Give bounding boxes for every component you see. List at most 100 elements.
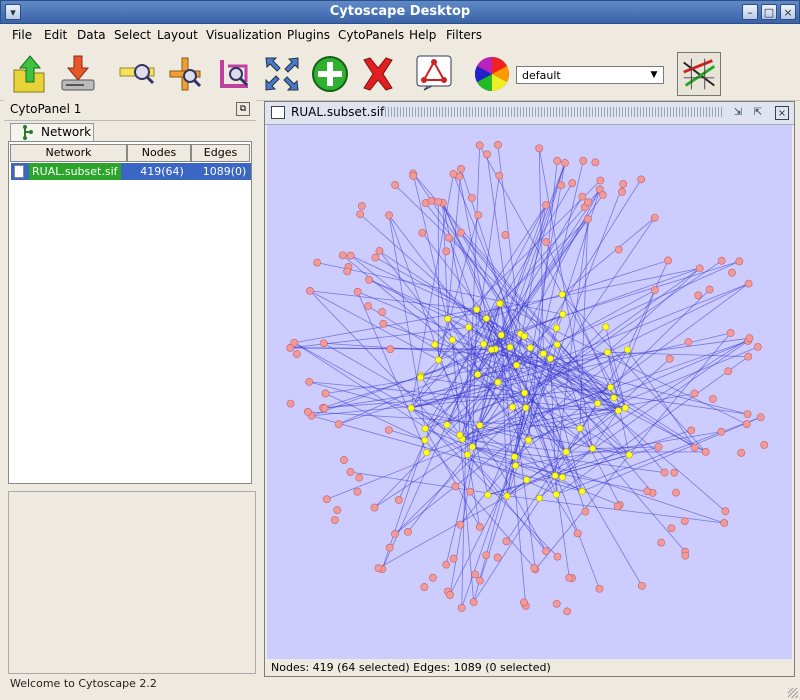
node[interactable]	[760, 440, 769, 449]
node[interactable]	[595, 584, 604, 593]
edge[interactable]	[581, 416, 761, 492]
edge[interactable]	[472, 446, 515, 458]
edge[interactable]	[467, 454, 547, 552]
save-network-button[interactable]	[58, 52, 98, 96]
edge[interactable]	[467, 145, 481, 455]
edge[interactable]	[388, 215, 473, 448]
node[interactable]	[364, 302, 372, 311]
edge[interactable]	[459, 434, 725, 524]
node[interactable]	[391, 530, 399, 538]
edge[interactable]	[516, 289, 656, 366]
node[interactable]	[355, 473, 364, 482]
edge[interactable]	[388, 215, 525, 394]
node[interactable]	[579, 156, 588, 165]
edge[interactable]	[477, 337, 750, 375]
menu-select[interactable]: Select	[114, 28, 152, 42]
selected-node[interactable]	[526, 344, 534, 352]
node[interactable]	[286, 399, 295, 408]
edge[interactable]	[438, 318, 449, 360]
node[interactable]	[475, 141, 484, 150]
selected-node[interactable]	[494, 378, 502, 386]
selected-node[interactable]	[444, 315, 452, 323]
selected-node[interactable]	[503, 492, 511, 500]
selected-node[interactable]	[416, 373, 424, 381]
edge[interactable]	[325, 393, 426, 441]
selected-node[interactable]	[523, 476, 531, 484]
selected-node[interactable]	[482, 314, 490, 322]
edge[interactable]	[388, 429, 426, 441]
selected-node[interactable]	[576, 424, 584, 432]
menu-visualization[interactable]: Visualization	[206, 28, 282, 42]
close-window-icon[interactable]: ×	[775, 106, 789, 120]
edge[interactable]	[486, 204, 547, 319]
edge[interactable]	[515, 183, 624, 466]
node[interactable]	[375, 247, 384, 255]
selected-node[interactable]	[604, 348, 612, 356]
edge[interactable]	[410, 173, 454, 409]
edge[interactable]	[486, 154, 517, 366]
node[interactable]	[468, 193, 476, 202]
node[interactable]	[530, 564, 539, 572]
node[interactable]	[340, 456, 348, 464]
edge[interactable]	[311, 386, 611, 417]
edge[interactable]	[627, 349, 695, 448]
node[interactable]	[694, 291, 703, 300]
edge[interactable]	[442, 202, 449, 319]
column-header-network[interactable]: Network	[10, 144, 127, 162]
node[interactable]	[542, 238, 551, 246]
node[interactable]	[391, 181, 400, 189]
node[interactable]	[469, 598, 478, 607]
node[interactable]	[553, 156, 562, 165]
edge[interactable]	[627, 260, 669, 350]
edge[interactable]	[562, 448, 593, 478]
selected-node[interactable]	[625, 451, 633, 459]
node[interactable]	[581, 507, 590, 516]
node[interactable]	[456, 520, 465, 529]
network-view-button[interactable]	[414, 52, 454, 96]
selected-node[interactable]	[456, 431, 464, 439]
edge[interactable]	[309, 381, 529, 441]
node[interactable]	[495, 171, 504, 180]
menu-data[interactable]: Data	[77, 28, 106, 42]
delete-button[interactable]	[358, 52, 398, 96]
selected-node[interactable]	[497, 331, 505, 339]
node[interactable]	[343, 267, 352, 276]
edge[interactable]	[479, 364, 517, 426]
edge[interactable]	[410, 189, 601, 409]
node[interactable]	[618, 187, 626, 196]
selected-node[interactable]	[546, 355, 554, 363]
node[interactable]	[742, 420, 751, 429]
edge[interactable]	[294, 342, 460, 436]
edge[interactable]	[453, 173, 567, 453]
node[interactable]	[637, 581, 646, 590]
selected-node[interactable]	[607, 383, 615, 391]
edge[interactable]	[324, 381, 498, 409]
chevron-down-icon[interactable]: ▼	[650, 70, 658, 80]
edge[interactable]	[442, 202, 502, 336]
edge[interactable]	[506, 407, 527, 496]
node[interactable]	[690, 443, 699, 452]
node[interactable]	[428, 573, 437, 582]
selected-node[interactable]	[465, 323, 473, 331]
node[interactable]	[708, 395, 717, 403]
edge[interactable]	[592, 410, 619, 449]
node[interactable]	[721, 507, 730, 516]
menu-plugins[interactable]: Plugins	[287, 28, 330, 42]
selected-node[interactable]	[511, 453, 519, 461]
edge[interactable]	[449, 465, 516, 596]
edge[interactable]	[309, 381, 619, 412]
node[interactable]	[501, 231, 510, 239]
node[interactable]	[753, 343, 762, 351]
zoom-in-button[interactable]	[166, 52, 206, 96]
node[interactable]	[552, 599, 561, 608]
edge[interactable]	[311, 349, 492, 417]
column-header-edges[interactable]: Edges	[191, 144, 250, 162]
minimize-button[interactable]: –	[742, 4, 758, 20]
edge[interactable]	[317, 262, 563, 315]
network-window-titlebar[interactable]: RUAL.subset.sif ⇲ ⇱ ×	[265, 102, 794, 125]
node[interactable]	[614, 245, 623, 254]
selected-node[interactable]	[512, 462, 520, 470]
edge[interactable]	[424, 392, 525, 429]
node[interactable]	[744, 352, 753, 361]
selected-node[interactable]	[407, 404, 415, 412]
